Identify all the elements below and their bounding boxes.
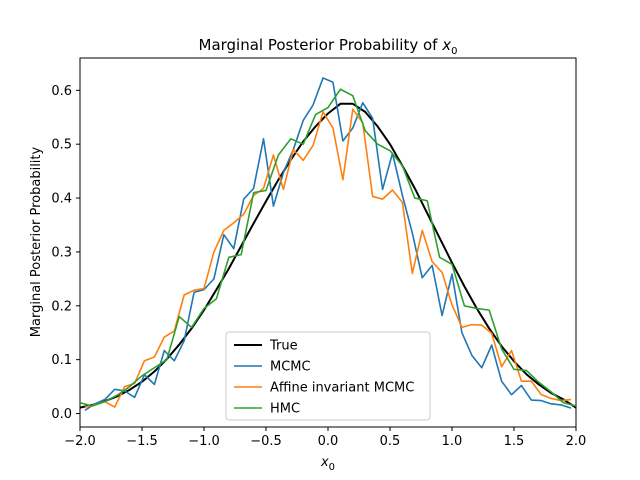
- series-line-mcmc: [84, 77, 572, 411]
- chart-title: Marginal Posterior Probability of x0: [199, 36, 458, 57]
- x-tick-label: −0.5: [250, 434, 282, 449]
- x-tick-label: −2.0: [64, 434, 96, 449]
- x-axis-label-sub: 0: [329, 462, 335, 473]
- x-tick-label: 1.5: [504, 434, 525, 449]
- x-tick-label: 0.5: [380, 434, 401, 449]
- legend-box: [225, 331, 431, 421]
- x-tick-label: 0.0: [318, 434, 339, 449]
- y-tick-label: 0.3: [51, 245, 72, 260]
- x-axis-ticks: −2.0 −1.5 −1.0 −0.5 0.0 0.5 1.0 1.5 2.0: [64, 427, 586, 449]
- y-tick-label: 0.5: [51, 138, 72, 153]
- chart-title-main: Marginal Posterior Probability of: [199, 36, 443, 54]
- x-axis-label-var: x: [320, 455, 329, 470]
- chart-title-var: x: [441, 36, 451, 54]
- series-layer: [80, 77, 576, 411]
- legend: True MCMC Affine invariant MCMC HMC: [225, 331, 431, 421]
- chart-title-sub: 0: [451, 46, 457, 57]
- x-tick-label: −1.5: [126, 434, 158, 449]
- y-tick-label: 0.6: [51, 84, 72, 99]
- y-axis-ticks: 0.0 0.1 0.2 0.3 0.4 0.5 0.6: [51, 84, 80, 422]
- series-line-affine-invariant-mcmc: [84, 108, 572, 408]
- series-line-hmc: [80, 88, 576, 407]
- y-tick-label: 0.0: [51, 407, 72, 422]
- legend-label-affine-invariant-mcmc: Affine invariant MCMC: [270, 381, 414, 396]
- legend-label-hmc: HMC: [270, 402, 300, 417]
- y-tick-label: 0.2: [51, 299, 72, 314]
- x-tick-label: 1.0: [442, 434, 463, 449]
- legend-entries: True MCMC Affine invariant MCMC HMC: [234, 339, 414, 417]
- y-axis-label: Marginal Posterior Probability: [29, 146, 44, 337]
- x-tick-label: 2.0: [566, 434, 587, 449]
- x-tick-label: −1.0: [188, 434, 220, 449]
- legend-label-mcmc: MCMC: [270, 360, 311, 375]
- y-tick-label: 0.4: [51, 192, 72, 207]
- y-tick-label: 0.1: [51, 353, 72, 368]
- legend-label-true: True: [269, 339, 298, 354]
- x-axis-label: x0: [320, 455, 335, 473]
